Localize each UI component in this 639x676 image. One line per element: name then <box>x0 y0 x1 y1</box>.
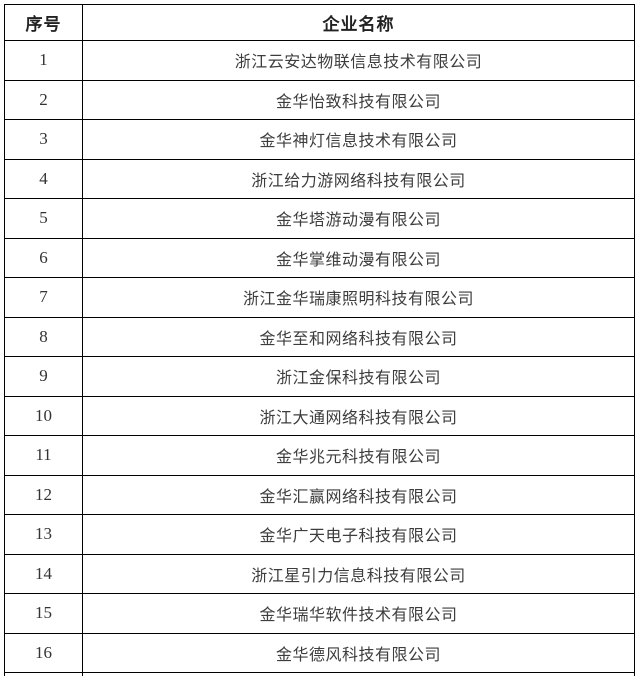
company-cell: 浙江云安达物联信息技术有限公司 <box>82 40 635 81</box>
company-cell: 浙江大通网络科技有限公司 <box>82 395 635 436</box>
company-cell: 金华德风科技有限公司 <box>82 632 635 673</box>
serial-cell <box>4 672 83 676</box>
company-cell <box>82 672 635 676</box>
table-body: 1 浙江云安达物联信息技术有限公司 2 金华怡致科技有限公司 3 金华神灯信息技… <box>4 40 635 676</box>
company-cell: 金华至和网络科技有限公司 <box>82 316 635 357</box>
serial-header-cell: 序号 <box>4 4 83 41</box>
serial-cell: 2 <box>4 79 83 120</box>
serial-cell: 5 <box>4 198 83 239</box>
table-row-partial <box>4 672 635 676</box>
table-row: 10 浙江大通网络科技有限公司 <box>4 395 635 436</box>
serial-cell: 1 <box>4 40 83 81</box>
table-row: 11 金华兆元科技有限公司 <box>4 435 635 476</box>
serial-cell: 10 <box>4 395 83 436</box>
table-row: 5 金华塔游动漫有限公司 <box>4 198 635 239</box>
serial-cell: 8 <box>4 316 83 357</box>
table-row: 8 金华至和网络科技有限公司 <box>4 316 635 357</box>
company-cell: 金华掌维动漫有限公司 <box>82 237 635 278</box>
company-cell: 浙江金华瑞康照明科技有限公司 <box>82 277 635 318</box>
company-cell: 浙江星引力信息科技有限公司 <box>82 553 635 594</box>
company-cell: 金华神灯信息技术有限公司 <box>82 119 635 160</box>
table-row: 12 金华汇赢网络科技有限公司 <box>4 474 635 515</box>
table-row: 15 金华瑞华软件技术有限公司 <box>4 593 635 634</box>
table-row: 3 金华神灯信息技术有限公司 <box>4 119 635 160</box>
serial-cell: 4 <box>4 158 83 199</box>
header-row: 序号 企业名称 <box>4 4 635 41</box>
company-header-cell: 企业名称 <box>82 4 635 41</box>
company-cell: 金华怡致科技有限公司 <box>82 79 635 120</box>
table-row: 9 浙江金保科技有限公司 <box>4 356 635 397</box>
serial-cell: 14 <box>4 553 83 594</box>
table-row: 1 浙江云安达物联信息技术有限公司 <box>4 40 635 81</box>
serial-cell: 12 <box>4 474 83 515</box>
company-cell: 金华广天电子科技有限公司 <box>82 514 635 555</box>
company-cell: 金华汇赢网络科技有限公司 <box>82 474 635 515</box>
table-row: 6 金华掌维动漫有限公司 <box>4 237 635 278</box>
company-cell: 金华瑞华软件技术有限公司 <box>82 593 635 634</box>
serial-cell: 16 <box>4 632 83 673</box>
serial-cell: 9 <box>4 356 83 397</box>
company-cell: 浙江给力游网络科技有限公司 <box>82 158 635 199</box>
serial-cell: 7 <box>4 277 83 318</box>
serial-cell: 6 <box>4 237 83 278</box>
table-header: 序号 企业名称 <box>4 4 635 41</box>
company-cell: 浙江金保科技有限公司 <box>82 356 635 397</box>
company-cell: 金华兆元科技有限公司 <box>82 435 635 476</box>
serial-cell: 13 <box>4 514 83 555</box>
table-row: 14 浙江星引力信息科技有限公司 <box>4 553 635 594</box>
table-row: 2 金华怡致科技有限公司 <box>4 79 635 120</box>
serial-cell: 11 <box>4 435 83 476</box>
serial-cell: 3 <box>4 119 83 160</box>
table-row: 4 浙江给力游网络科技有限公司 <box>4 158 635 199</box>
table-row: 13 金华广天电子科技有限公司 <box>4 514 635 555</box>
table-row: 7 浙江金华瑞康照明科技有限公司 <box>4 277 635 318</box>
company-table: 序号 企业名称 1 浙江云安达物联信息技术有限公司 2 金华怡致科技有限公司 3… <box>4 4 635 676</box>
company-cell: 金华塔游动漫有限公司 <box>82 198 635 239</box>
table-row: 16 金华德风科技有限公司 <box>4 632 635 673</box>
serial-cell: 15 <box>4 593 83 634</box>
